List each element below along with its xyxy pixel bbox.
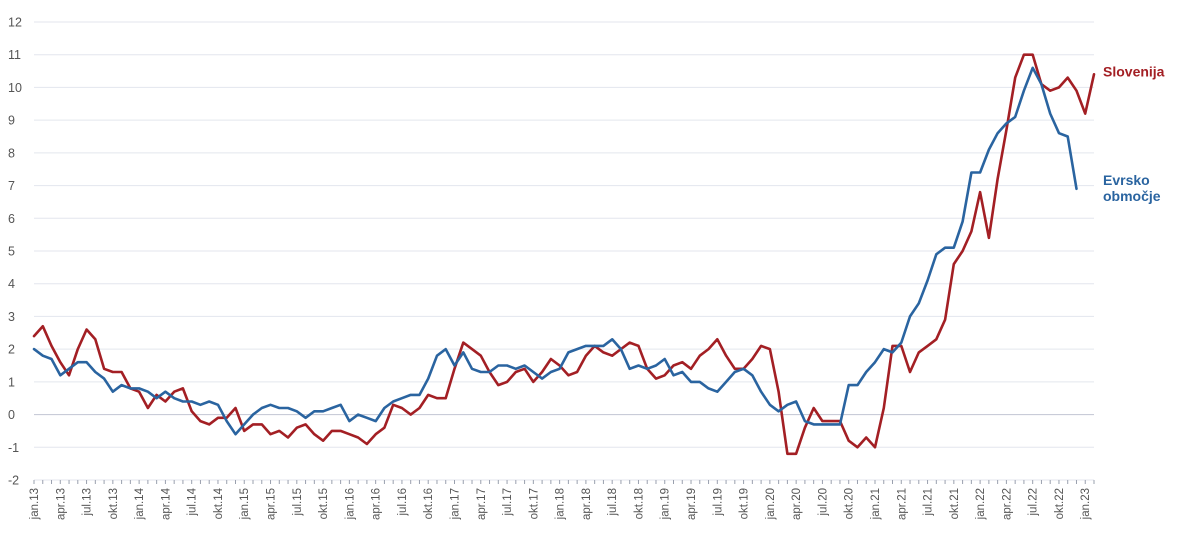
y-tick-label: 10: [8, 81, 22, 95]
x-tick-label: jan.23: [1080, 488, 1092, 520]
y-tick-label: 3: [8, 310, 15, 324]
series-lines: [32, 53, 1096, 456]
legend-label-slovenija: Slovenija: [1103, 63, 1165, 79]
x-tick-label: jul.18: [607, 488, 619, 517]
y-tick-label: 5: [8, 245, 15, 259]
x-tick-label: apr.19: [686, 488, 698, 520]
y-tick-label: 0: [8, 408, 15, 422]
x-tick-label: okt.19: [739, 488, 751, 519]
x-tick-label: okt.18: [633, 488, 645, 519]
x-tick-label: jul.16: [397, 488, 409, 517]
series-line-0: [32, 53, 1096, 456]
x-tick-label: jan.14: [134, 487, 146, 520]
x-tick-label: apr.16: [371, 488, 383, 520]
x-tick-label: okt.14: [213, 487, 225, 519]
y-tick-label: 4: [8, 277, 15, 291]
x-tick-label: apr.17: [476, 488, 488, 520]
y-tick-label: 6: [8, 212, 15, 226]
y-tick-label: 11: [8, 48, 21, 62]
x-tick-label: jan.16: [344, 488, 356, 520]
x-tick-label: jan.13: [29, 488, 41, 520]
x-tick-label: jul.17: [502, 488, 514, 517]
x-tick-label: okt.21: [949, 488, 961, 519]
x-tick-label: jul.13: [82, 488, 94, 517]
x-tick-label: okt.16: [423, 488, 435, 519]
x-tick-label: jan.15: [239, 488, 251, 520]
x-tick-label: okt.20: [844, 488, 856, 519]
y-tick-label: 12: [8, 16, 22, 30]
x-tick-label: jan.19: [660, 488, 672, 520]
y-tick-label: -1: [8, 441, 19, 455]
legend-label-evrsko-obmocje: Evrsko območje: [1103, 172, 1161, 204]
x-tick-label: apr.21: [896, 488, 908, 520]
x-tick-label: apr.15: [266, 488, 278, 520]
x-tick-label: apr.14: [160, 487, 172, 520]
x-tick-label: okt.15: [318, 488, 330, 519]
x-tick-label: apr.22: [1001, 488, 1013, 520]
x-tick-label: jul.15: [292, 488, 304, 517]
x-tick-label: apr.13: [55, 488, 67, 520]
x-tick-label: okt.17: [528, 488, 540, 519]
y-tick-label: -2: [8, 474, 19, 488]
x-tick-label: jan.22: [975, 488, 987, 520]
x-tick-label: jul.14: [187, 487, 199, 516]
x-tick-label: okt.22: [1054, 488, 1066, 519]
x-tick-label: jan.21: [870, 488, 882, 520]
x-tick-label: apr.18: [581, 488, 593, 520]
x-tick-label: jul.21: [923, 488, 935, 517]
y-tick-label: 2: [8, 343, 15, 357]
y-tick-label: 9: [8, 114, 15, 128]
x-tick-label: jul.20: [817, 488, 829, 517]
x-tick-label: jan.18: [555, 488, 567, 520]
x-tick-label: jul.19: [712, 488, 724, 517]
x-tick-label: jan.20: [765, 488, 777, 520]
x-tick-label: apr.20: [791, 488, 803, 520]
x-tick-label: jan.17: [449, 488, 461, 520]
x-tick-label: okt.13: [108, 488, 120, 519]
series-line-1: [32, 66, 1078, 436]
y-tick-label: 8: [8, 146, 15, 160]
x-axis-ticks: jan.13 apr.13 jul.13 okt.13 jan.14 apr.14 jul.…: [29, 480, 1095, 520]
y-tick-label: 7: [8, 179, 15, 193]
legend: Slovenija Evrsko območje: [1103, 63, 1165, 204]
gridlines: [34, 21, 1094, 481]
y-tick-label: 1: [8, 375, 15, 389]
x-tick-label: jul.22: [1028, 488, 1040, 517]
